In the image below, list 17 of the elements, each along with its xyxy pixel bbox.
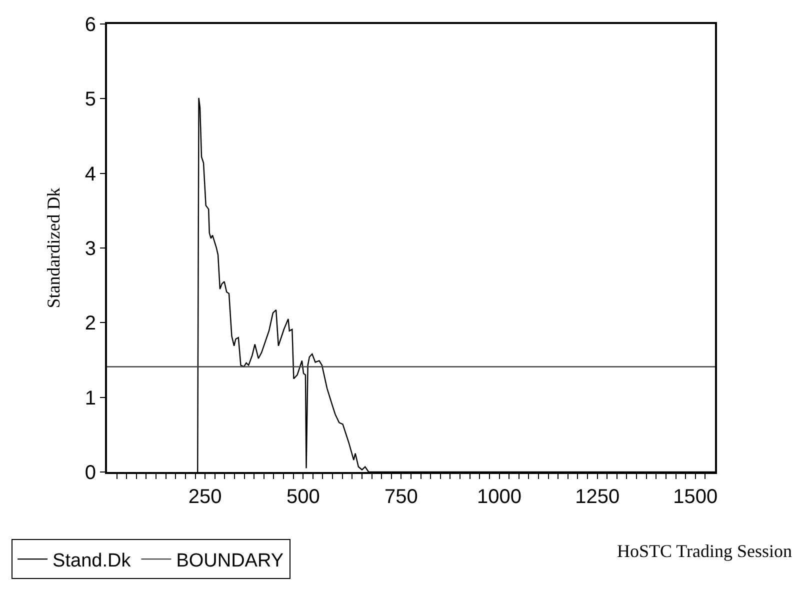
y-tick-label: 4: [84, 163, 96, 186]
y-axis-title: Standardized Dk: [44, 188, 64, 308]
y-tick-label: 5: [84, 88, 96, 111]
legend-label: Stand.Dk: [52, 550, 132, 572]
x-tick-label: 1250: [575, 486, 620, 508]
x-tick-label: 500: [286, 486, 320, 508]
x-tick-label: 750: [384, 486, 418, 508]
x-tick-label: 1500: [673, 486, 718, 508]
legend-label: BOUNDARY: [176, 550, 284, 572]
y-tick-label: 2: [84, 312, 96, 335]
y-tick-label: 1: [84, 387, 96, 410]
y-tick-label: 3: [84, 238, 96, 260]
x-tick-label: 1000: [477, 486, 522, 508]
x-tick-label: 250: [188, 486, 222, 508]
x-axis-title: HoSTC Trading Session: [617, 541, 792, 561]
y-tick-label: 0: [84, 462, 96, 484]
y-tick-label: 6: [84, 14, 96, 36]
